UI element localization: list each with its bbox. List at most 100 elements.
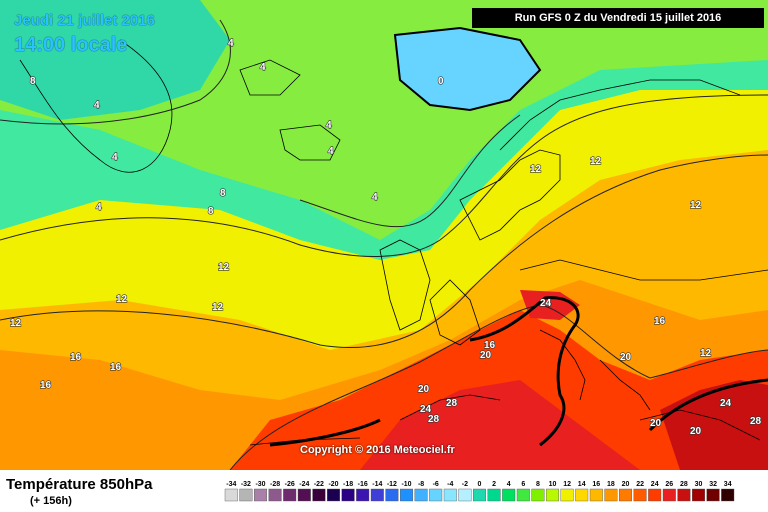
scale-color-swatch: [648, 488, 662, 502]
forecast-date: Jeudi 21 juillet 2016: [14, 12, 155, 29]
scale-color-swatch: [633, 488, 647, 502]
scale-tick-label: -24: [299, 481, 309, 488]
scale-tick-label: 26: [665, 481, 673, 488]
scale-color-swatch: [619, 488, 633, 502]
isotherm-label: 20: [480, 350, 492, 361]
scale-color-swatch: [458, 488, 472, 502]
isotherm-label: 24: [420, 404, 432, 415]
scale-color-swatch: [560, 488, 574, 502]
isotherm-label: 4: [96, 202, 102, 213]
scale-tick-label: -2: [462, 481, 468, 488]
scale-color-swatch: [721, 488, 735, 502]
scale-tick-label: -10: [401, 481, 411, 488]
isotherm-label: 4: [326, 120, 332, 131]
scale-tick-label: 10: [549, 481, 557, 488]
isotherm-value-labels: 4444444408881212121216161620202424282820…: [9, 37, 762, 437]
scale-color-swatch: [604, 488, 618, 502]
isotherm-20-bold: [269, 296, 768, 447]
scale-tick-label: 0: [478, 481, 482, 488]
isotherm-label: 12: [218, 262, 230, 273]
zone-cold-north-sea: [395, 28, 540, 110]
scale-color-swatch: [531, 488, 545, 502]
scale-tick-label: -32: [241, 481, 251, 488]
map-canvas: 4444444408881212121216161620202424282820…: [0, 0, 768, 470]
scale-color-swatch: [312, 488, 326, 502]
scale-color-swatch: [487, 488, 501, 502]
scale-color-swatch: [692, 488, 706, 502]
isotherm-label: 16: [654, 316, 666, 327]
scale-tick-label: -4: [447, 481, 453, 488]
isotherm-label: 20: [620, 352, 632, 363]
isotherm-label: 8: [220, 188, 226, 199]
scale-tick-label: 32: [709, 481, 717, 488]
copyright-notice: Copyright © 2016 Meteociel.fr: [300, 444, 455, 456]
isotherm-label: 28: [446, 398, 458, 409]
temperature-map: 4 4 4 4 4 4 4 4 0 8 8 8 12 12 12 12 16 16 16 20 20 24 24 28 28 20…: [0, 0, 768, 470]
isotherm-label: 12: [530, 164, 542, 175]
scale-tick-label: 20: [622, 481, 630, 488]
scale-tick-label: 24: [651, 481, 659, 488]
isotherm-label: 12: [212, 302, 224, 313]
isotherm-label: 4: [328, 146, 334, 157]
scale-color-swatch: [546, 488, 560, 502]
scale-tick-label: 12: [563, 481, 571, 488]
zone-alps-hot: [520, 290, 580, 320]
isotherm-label: 8: [208, 206, 214, 217]
scale-color-swatch: [341, 488, 355, 502]
scale-color-swatch: [385, 488, 399, 502]
scale-tick-label: 6: [521, 481, 525, 488]
scale-tick-label: -14: [372, 481, 382, 488]
scale-color-swatch: [662, 488, 676, 502]
scale-color-swatch: [370, 488, 384, 502]
variable-title: Température 850hPa: [6, 476, 153, 493]
scale-color-swatch: [297, 488, 311, 502]
scale-tick-label: 30: [695, 481, 703, 488]
isotherm-label: 16: [110, 362, 122, 373]
isotherm-label: 20: [418, 384, 430, 395]
isotherm-label: 12: [690, 200, 702, 211]
scale-tick-label: 8: [536, 481, 540, 488]
scale-tick-label: 18: [607, 481, 615, 488]
isotherm-label: 24: [540, 298, 552, 309]
isotherm-label: 16: [40, 380, 52, 391]
scale-color-swatch: [399, 488, 413, 502]
coastlines: [19, 39, 768, 446]
scale-tick-label: 4: [507, 481, 511, 488]
map-footer: Température 850hPa (+ 156h) -34 -32 -30 -28…: [0, 470, 768, 512]
scale-color-swatch: [706, 488, 720, 502]
isotherm-label: 28: [750, 416, 762, 427]
isotherm-label: 12: [590, 156, 602, 167]
scale-tick-label: 16: [592, 481, 600, 488]
isotherm-label: 8: [30, 76, 36, 87]
scale-color-swatch: [268, 488, 282, 502]
scale-tick-label: 22: [636, 481, 644, 488]
scale-color-swatch: [472, 488, 486, 502]
scale-color-swatch: [224, 488, 238, 502]
scale-tick-label: -30: [255, 481, 265, 488]
isotherm-lines: [0, 19, 768, 470]
lead-time: (+ 156h): [30, 495, 72, 507]
zone-teal: [0, 0, 230, 120]
scale-tick-label: -28: [270, 481, 280, 488]
isotherm-label: 12: [700, 348, 712, 359]
isotherm-label: 4: [112, 152, 118, 163]
forecast-time: 14:00 locale: [14, 34, 128, 56]
scale-color-swatch: [677, 488, 691, 502]
zone-dark-red: [360, 380, 640, 470]
isotherm-label: 20: [690, 426, 702, 437]
isotherm-label: 12: [10, 318, 22, 329]
scale-tick-label: 28: [680, 481, 688, 488]
scale-color-swatch: [283, 488, 297, 502]
scale-tick-label: 2: [492, 481, 496, 488]
isotherm-0-outline: [393, 26, 542, 112]
scale-color-swatch: [575, 488, 589, 502]
model-run-label: Run GFS 0 Z du Vendredi 15 juillet 2016: [472, 8, 764, 28]
isotherm-label: 4: [260, 62, 266, 73]
scale-color-swatch: [443, 488, 457, 502]
scale-color-swatch: [239, 488, 253, 502]
isotherm-label: 20: [650, 418, 662, 429]
scale-tick-label: -6: [433, 481, 439, 488]
isotherm-label: 16: [484, 340, 496, 351]
scale-tick-label: -20: [328, 481, 338, 488]
scale-tick-label: -26: [285, 481, 295, 488]
